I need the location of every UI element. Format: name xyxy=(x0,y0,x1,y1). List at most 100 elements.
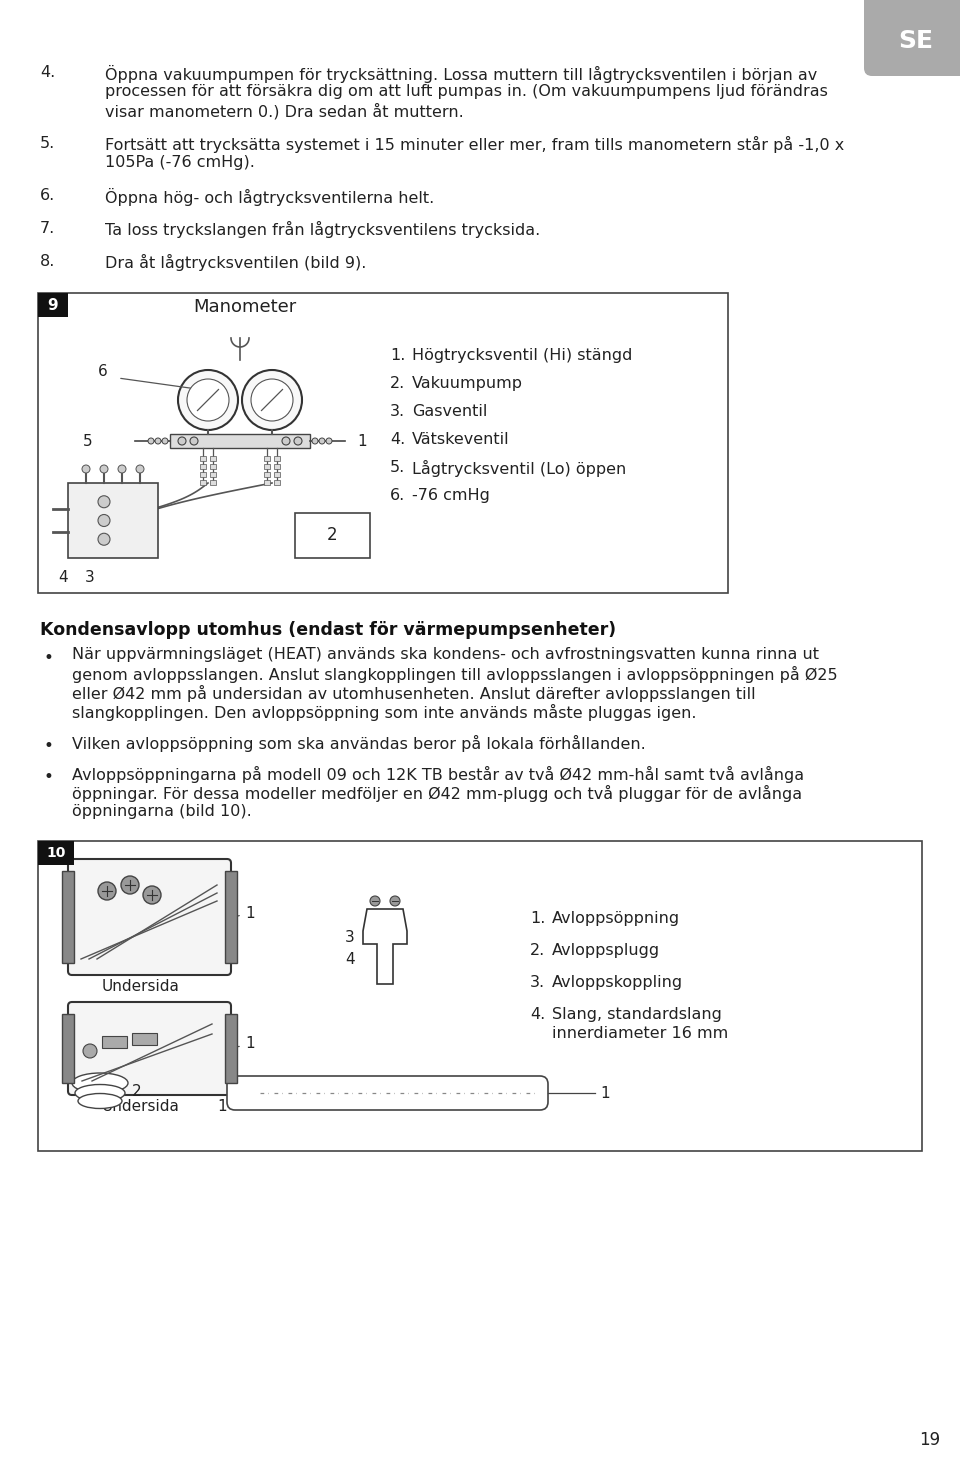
Text: processen för att försäkra dig om att luft pumpas in. (Om vakuumpumpens ljud för: processen för att försäkra dig om att lu… xyxy=(105,84,828,98)
Circle shape xyxy=(121,876,139,894)
Circle shape xyxy=(187,379,229,421)
Text: 7.: 7. xyxy=(40,222,56,236)
Text: Vakuumpump: Vakuumpump xyxy=(412,376,523,390)
Circle shape xyxy=(162,437,168,443)
Bar xyxy=(38,294,728,593)
Circle shape xyxy=(370,895,380,906)
Circle shape xyxy=(251,379,293,421)
Text: Öppna hög- och lågtrycksventilerna helt.: Öppna hög- och lågtrycksventilerna helt. xyxy=(105,188,434,206)
Bar xyxy=(264,457,270,461)
Circle shape xyxy=(98,496,110,508)
Text: 4.: 4. xyxy=(390,432,405,446)
Bar xyxy=(200,473,206,477)
Text: eller Ø42 mm på undersidan av utomhusenheten. Anslut därefter avloppsslangen til: eller Ø42 mm på undersidan av utomhusenh… xyxy=(72,686,756,702)
Text: 5.: 5. xyxy=(40,137,56,151)
Circle shape xyxy=(98,533,110,545)
Circle shape xyxy=(155,437,161,443)
Text: Högtrycksventil (Hi) stängd: Högtrycksventil (Hi) stängd xyxy=(412,348,633,363)
Text: Avloppsöppningarna på modell 09 och 12K TB består av två Ø42 mm-hål samt två avl: Avloppsöppningarna på modell 09 och 12K … xyxy=(72,766,804,782)
Text: 1.: 1. xyxy=(530,912,545,926)
Text: -76 cmHg: -76 cmHg xyxy=(412,487,490,504)
Bar xyxy=(274,457,280,461)
Text: 2.: 2. xyxy=(530,942,545,959)
Bar xyxy=(274,480,280,484)
Text: •: • xyxy=(43,649,53,666)
Circle shape xyxy=(326,437,332,443)
Circle shape xyxy=(178,437,186,445)
Bar xyxy=(38,841,74,865)
Text: Undersida: Undersida xyxy=(102,1100,180,1114)
Bar xyxy=(210,473,216,477)
Text: 1: 1 xyxy=(217,1100,227,1114)
Bar xyxy=(68,483,158,558)
Bar xyxy=(225,1014,237,1083)
Circle shape xyxy=(143,887,161,904)
Text: 5.: 5. xyxy=(390,459,405,476)
Text: innerdiameter 16 mm: innerdiameter 16 mm xyxy=(552,1026,729,1041)
Circle shape xyxy=(118,465,126,473)
Ellipse shape xyxy=(75,1085,125,1101)
Text: •: • xyxy=(43,768,53,785)
Text: genom avloppsslangen. Anslut slangkopplingen till avloppsslangen i avloppsöppnin: genom avloppsslangen. Anslut slangkoppli… xyxy=(72,666,838,683)
Text: 3: 3 xyxy=(85,570,95,586)
Text: 4: 4 xyxy=(59,570,68,586)
Ellipse shape xyxy=(72,1073,128,1094)
Text: Vilken avloppsöppning som ska användas beror på lokala förhållanden.: Vilken avloppsöppning som ska användas b… xyxy=(72,735,646,752)
Text: 1: 1 xyxy=(245,906,254,920)
Bar xyxy=(200,457,206,461)
Text: Gasventil: Gasventil xyxy=(412,404,488,418)
Text: Avloppsöppning: Avloppsöppning xyxy=(552,912,680,926)
Text: 6.: 6. xyxy=(40,188,56,203)
Text: Manometer: Manometer xyxy=(193,298,297,316)
Text: När uppvärmningsläget (HEAT) används ska kondens- och avfrostningsvatten kunna r: När uppvärmningsläget (HEAT) används ska… xyxy=(72,647,819,662)
Text: 3.: 3. xyxy=(530,975,545,989)
Bar xyxy=(132,1033,157,1045)
Circle shape xyxy=(178,370,238,430)
Bar xyxy=(210,480,216,484)
Text: 6: 6 xyxy=(98,364,108,380)
Circle shape xyxy=(282,437,290,445)
Text: Avloppsplugg: Avloppsplugg xyxy=(552,942,660,959)
Bar xyxy=(62,1014,74,1083)
Text: 1: 1 xyxy=(600,1085,610,1101)
Polygon shape xyxy=(363,909,407,984)
Text: 2: 2 xyxy=(327,527,338,545)
Text: visar manometern 0.) Dra sedan åt muttern.: visar manometern 0.) Dra sedan åt mutter… xyxy=(105,103,464,119)
Text: Kondensavlopp utomhus (endast för värmepumpsenheter): Kondensavlopp utomhus (endast för värmep… xyxy=(40,621,616,639)
Bar xyxy=(210,464,216,468)
Text: 4.: 4. xyxy=(40,65,56,79)
Bar xyxy=(264,473,270,477)
Text: Ta loss tryckslangen från lågtrycksventilens trycksida.: Ta loss tryckslangen från lågtrycksventi… xyxy=(105,222,540,238)
Text: Fortsätt att trycksätta systemet i 15 minuter eller mer, fram tills manometern s: Fortsätt att trycksätta systemet i 15 mi… xyxy=(105,137,844,153)
Bar xyxy=(200,464,206,468)
Text: 1: 1 xyxy=(357,433,367,449)
FancyBboxPatch shape xyxy=(864,0,960,76)
Text: 2: 2 xyxy=(132,1083,142,1098)
Bar xyxy=(225,871,237,963)
Circle shape xyxy=(319,437,325,443)
Text: 105Pa (-76 cmHg).: 105Pa (-76 cmHg). xyxy=(105,156,254,170)
Circle shape xyxy=(82,465,90,473)
Circle shape xyxy=(148,437,154,443)
Text: Öppna vakuumpumpen för trycksättning. Lossa muttern till lågtrycksventilen i bör: Öppna vakuumpumpen för trycksättning. Lo… xyxy=(105,65,817,84)
FancyBboxPatch shape xyxy=(68,859,231,975)
Circle shape xyxy=(294,437,302,445)
Text: Dra åt lågtrycksventilen (bild 9).: Dra åt lågtrycksventilen (bild 9). xyxy=(105,254,367,272)
FancyBboxPatch shape xyxy=(68,1003,231,1095)
Circle shape xyxy=(242,370,302,430)
Text: 5: 5 xyxy=(84,433,93,449)
Text: 2.: 2. xyxy=(390,376,405,390)
FancyBboxPatch shape xyxy=(227,1076,548,1110)
Circle shape xyxy=(83,1044,97,1058)
Text: 1: 1 xyxy=(245,1036,254,1051)
Text: slangkopplingen. Den avloppsöppning som inte används måste pluggas igen.: slangkopplingen. Den avloppsöppning som … xyxy=(72,705,697,721)
Circle shape xyxy=(190,437,198,445)
Text: 4: 4 xyxy=(346,951,355,966)
Bar xyxy=(102,1036,127,1048)
Text: 8.: 8. xyxy=(40,254,56,269)
Text: •: • xyxy=(43,737,53,755)
Text: 1.: 1. xyxy=(390,348,405,363)
Circle shape xyxy=(390,895,400,906)
Text: Slang, standardslang: Slang, standardslang xyxy=(552,1007,722,1022)
Bar xyxy=(210,457,216,461)
